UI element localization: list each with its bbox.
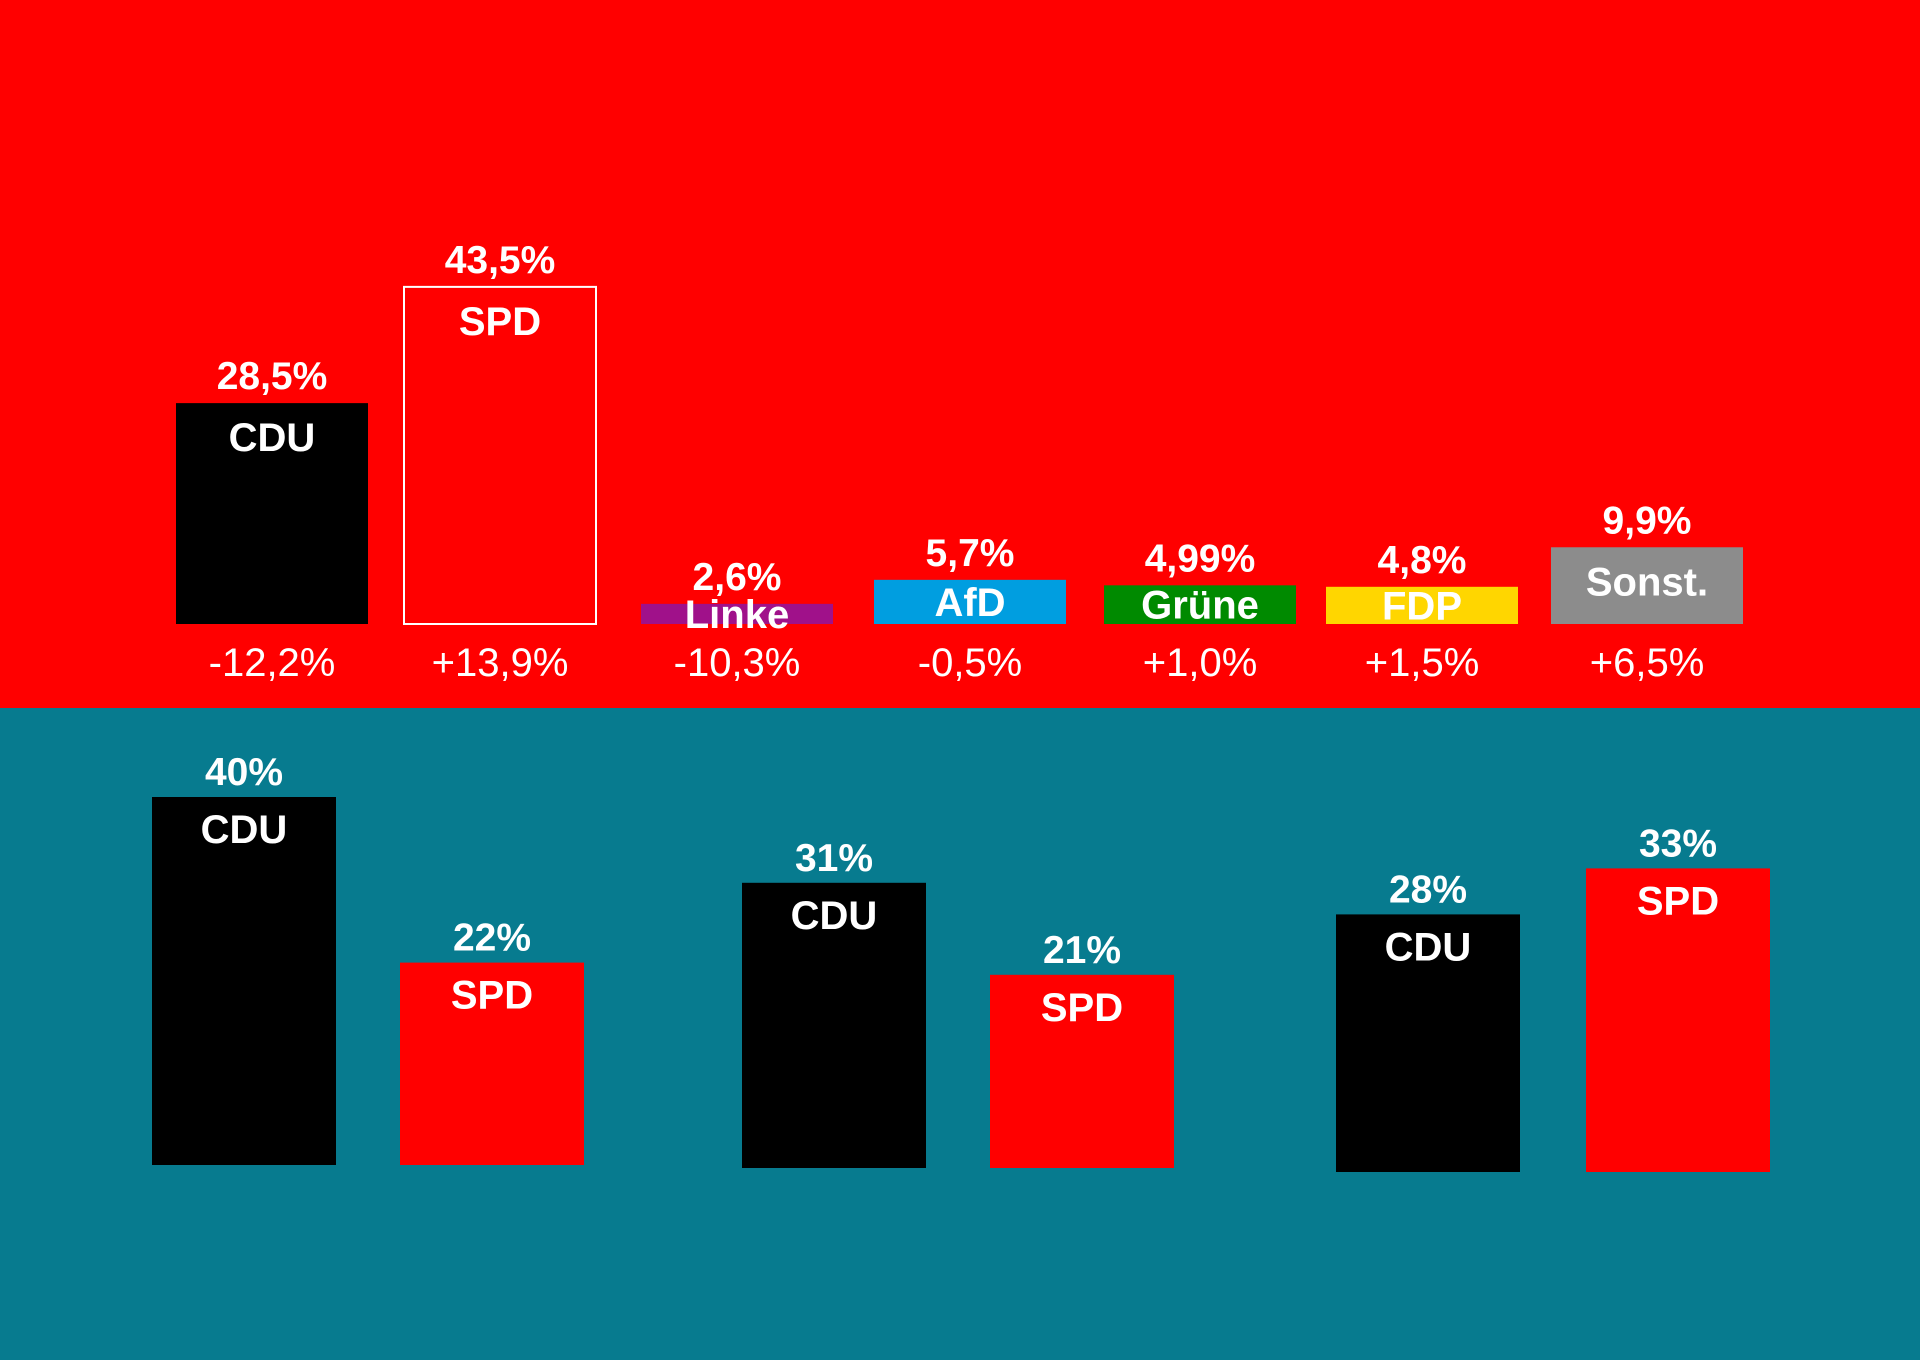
bar-gr-ne — [1104, 585, 1296, 624]
bar-cdu — [176, 403, 368, 624]
value-label-gr-ne: 4,99% — [1145, 537, 1256, 580]
value-label-poll-3-spd: 33% — [1639, 822, 1717, 865]
change-label-spd: +13,9% — [432, 641, 569, 685]
value-label-poll-2-spd: 21% — [1043, 929, 1121, 972]
change-label-linke: -10,3% — [674, 641, 801, 685]
bar-linke — [641, 603, 833, 624]
bar-poll-2-cdu — [742, 882, 926, 1168]
party-label-sonst: Sonst. — [1586, 560, 1708, 604]
value-label-cdu: 28,5% — [217, 355, 328, 398]
bar-poll-1-spd — [400, 962, 584, 1165]
bar-poll-1-cdu — [152, 797, 336, 1165]
bar-afd — [874, 579, 1066, 624]
bar-poll-2-spd — [990, 974, 1174, 1168]
party-label-fdp: FDP — [1382, 584, 1462, 628]
change-label-fdp: +1,5% — [1365, 641, 1480, 685]
bar-fdp — [1326, 586, 1518, 624]
value-label-poll-3-cdu: 28% — [1389, 868, 1467, 911]
bar-spd — [403, 285, 597, 625]
value-label-fdp: 4,8% — [1378, 539, 1467, 582]
bar-sonst — [1551, 547, 1743, 624]
party-label-poll-3-cdu: CDU — [1385, 925, 1472, 969]
bar-poll-3-cdu — [1336, 914, 1520, 1172]
party-label-spd: SPD — [459, 300, 541, 344]
party-label-poll-1-spd: SPD — [451, 974, 533, 1018]
party-label-poll-3-spd: SPD — [1637, 879, 1719, 923]
value-label-poll-1-cdu: 40% — [205, 751, 283, 794]
value-label-poll-1-spd: 22% — [453, 917, 531, 960]
bar-poll-3-spd — [1586, 868, 1770, 1172]
value-label-spd: 43,5% — [445, 239, 556, 282]
party-label-poll-2-cdu: CDU — [791, 894, 878, 938]
change-label-sonst: +6,5% — [1590, 641, 1705, 685]
party-label-cdu: CDU — [229, 416, 316, 460]
party-label-linke: Linke — [685, 593, 789, 637]
value-label-poll-2-cdu: 31% — [795, 837, 873, 880]
value-label-sonst: 9,9% — [1603, 499, 1692, 542]
party-label-gr-ne: Grüne — [1141, 584, 1259, 628]
value-label-linke: 2,6% — [693, 556, 782, 599]
value-label-afd: 5,7% — [926, 532, 1015, 575]
change-label-gr-ne: +1,0% — [1143, 641, 1258, 685]
change-label-afd: -0,5% — [918, 641, 1023, 685]
change-label-cdu: -12,2% — [209, 641, 336, 685]
party-label-poll-1-cdu: CDU — [201, 808, 288, 852]
party-label-poll-2-spd: SPD — [1041, 986, 1123, 1030]
party-label-afd: AfD — [934, 581, 1005, 625]
